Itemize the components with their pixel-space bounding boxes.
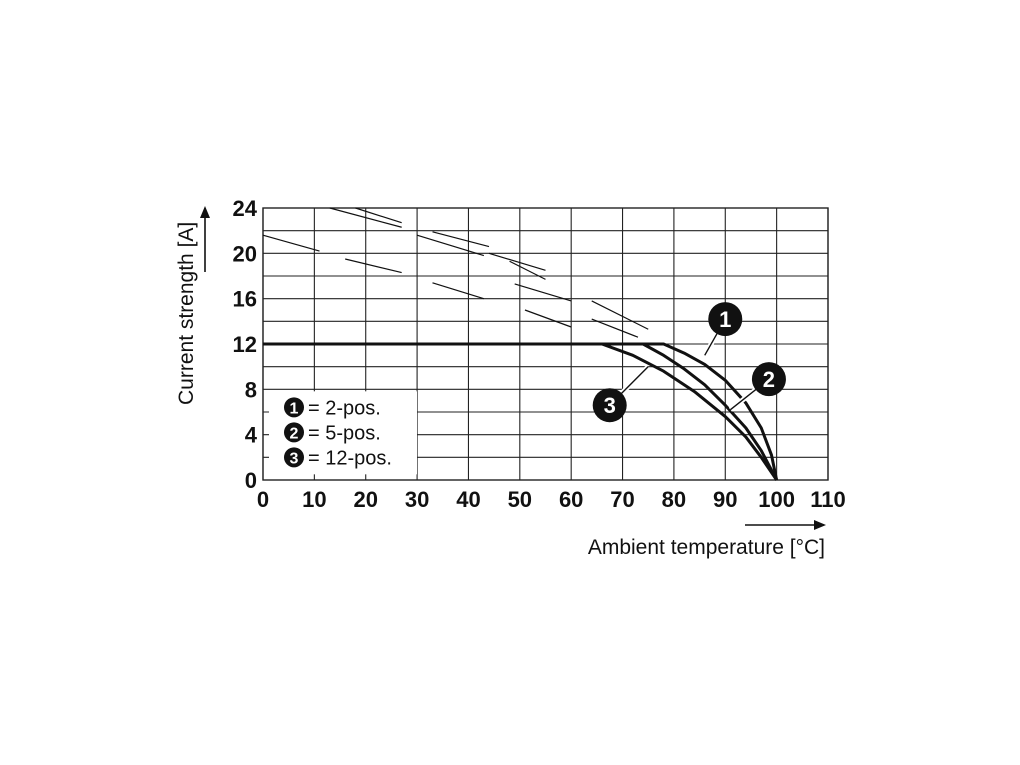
- callout-marker-1: [708, 302, 743, 337]
- x-tick-label: 0: [257, 487, 269, 512]
- legend-marker-2: [284, 422, 304, 443]
- callout-number: 3: [604, 393, 616, 418]
- y-tick-label: 8: [245, 377, 257, 402]
- x-axis-label: Ambient temperature [°C]: [588, 536, 825, 559]
- y-tick-label: 0: [245, 468, 257, 493]
- x-tick-label: 110: [810, 487, 846, 512]
- dashed-reference-segment: [262, 234, 320, 252]
- dashed-reference-segment: [591, 318, 639, 338]
- dashed-reference-segment: [514, 283, 572, 302]
- x-tick-label: 10: [302, 487, 326, 512]
- legend: 1 = 2-pos. 2 = 5-pos. 3 = 12-pos.: [269, 391, 417, 475]
- legend-marker-number: 3: [290, 450, 299, 467]
- callout-marker-3: [592, 388, 627, 423]
- x-tick-label: 80: [662, 487, 686, 512]
- legend-marker-1: [284, 397, 304, 418]
- dashed-reference-segment: [509, 260, 546, 280]
- dashed-reference-segment: [345, 258, 402, 274]
- dashed-reference-segment: [432, 231, 490, 248]
- legend-marker-number: 1: [290, 400, 299, 417]
- dashed-reference-segment: [432, 282, 485, 300]
- y-tick-label: 20: [233, 241, 257, 266]
- legend-entry-text: = 12-pos.: [308, 447, 392, 469]
- x-tick-label: 30: [405, 487, 429, 512]
- callout-marker-2: [751, 362, 786, 397]
- dashed-reference-segment: [416, 234, 485, 257]
- x-tick-label: 90: [713, 487, 737, 512]
- callouts: 1 2 3: [592, 302, 786, 423]
- y-tick-label: 24: [233, 196, 258, 221]
- x-tick-label: 100: [758, 487, 795, 512]
- dashed-reference-segment: [524, 309, 572, 328]
- x-tick-label: 20: [353, 487, 377, 512]
- grid: [262, 207, 829, 481]
- x-tick-label: 40: [456, 487, 480, 512]
- dashed-reference-curves: [262, 207, 649, 338]
- legend-marker-3: [284, 447, 304, 468]
- legend-marker-number: 2: [290, 425, 299, 442]
- callout-number: 1: [719, 307, 731, 332]
- legend-entry-text: = 2-pos.: [308, 397, 381, 419]
- y-tick-label: 12: [233, 332, 257, 357]
- y-tick-label: 4: [245, 423, 258, 448]
- x-tick-label: 50: [508, 487, 532, 512]
- series-line-2: [263, 342, 778, 481]
- x-tick-label: 60: [559, 487, 583, 512]
- legend-entry-text: = 5-pos.: [308, 422, 381, 444]
- dashed-reference-segment: [488, 252, 546, 271]
- series-line-3: [263, 342, 778, 481]
- dashed-reference-segment: [591, 300, 649, 330]
- dashed-reference-segment: [329, 207, 402, 228]
- x-tick-label: 70: [610, 487, 634, 512]
- y-tick-label: 16: [233, 287, 257, 312]
- y-axis-label: Current strength [A]: [175, 222, 198, 405]
- series-line-1: [263, 342, 779, 481]
- callout-number: 2: [763, 367, 775, 392]
- series: [263, 342, 779, 481]
- dashed-reference-segment: [355, 207, 402, 224]
